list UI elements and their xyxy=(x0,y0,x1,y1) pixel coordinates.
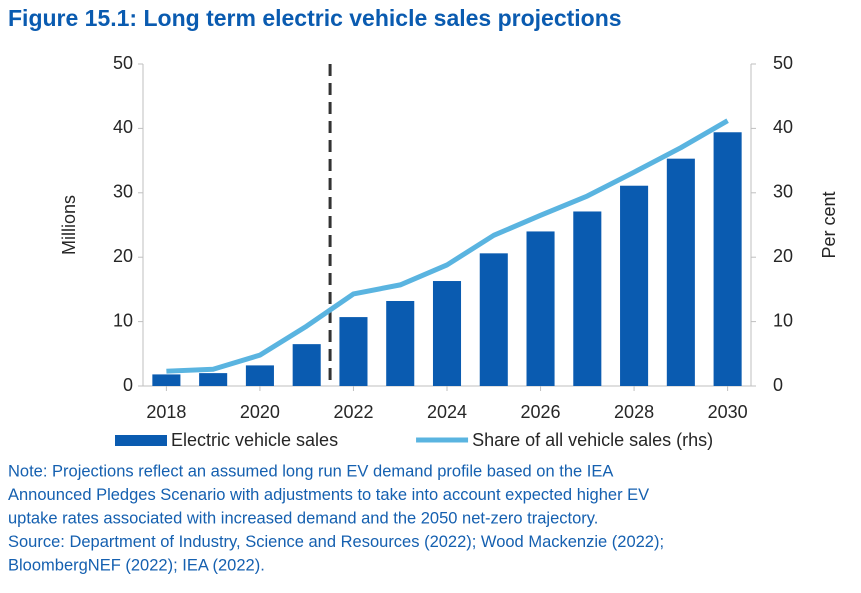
y2-tick-label: 50 xyxy=(773,53,793,73)
line xyxy=(166,118,729,374)
y-tick-label: 10 xyxy=(113,310,133,330)
y2-axis-label: Per cent xyxy=(819,191,839,258)
x-tick-label: 2028 xyxy=(614,402,654,422)
y2-tick-label: 40 xyxy=(773,117,793,137)
bar xyxy=(666,158,695,386)
x-tick-label: 2026 xyxy=(521,402,561,422)
y-tick-label: 0 xyxy=(123,375,133,395)
bar xyxy=(620,185,649,386)
note-line: BloombergNEF (2022); IEA (2022). xyxy=(8,556,265,574)
bar xyxy=(152,374,181,386)
bar xyxy=(245,365,274,386)
x-tick-label: 2030 xyxy=(708,402,748,422)
bar xyxy=(479,253,508,386)
y2-tick-label: 20 xyxy=(773,246,793,266)
bar xyxy=(292,344,321,386)
bar xyxy=(432,281,462,386)
y2-tick-label: 10 xyxy=(773,310,793,330)
bar xyxy=(526,231,555,386)
y2-tick-label: 0 xyxy=(773,375,783,395)
bar xyxy=(573,211,602,386)
note-line: Announced Pledges Scenario with adjustme… xyxy=(8,486,649,504)
bar xyxy=(339,317,368,386)
note-line: uptake rates associated with increased d… xyxy=(8,509,598,527)
note-line: Source: Department of Industry, Science … xyxy=(8,533,664,551)
x-tick-label: 2018 xyxy=(146,402,186,422)
chart-title: Figure 15.1: Long term electric vehicle … xyxy=(8,5,622,31)
y-tick-label: 50 xyxy=(113,53,133,73)
legend-label: Electric vehicle sales xyxy=(171,430,338,450)
x-tick-label: 2020 xyxy=(240,402,280,422)
y-tick-label: 30 xyxy=(113,182,133,202)
x-tick-label: 2022 xyxy=(333,402,373,422)
bar xyxy=(713,132,742,386)
bar xyxy=(386,300,415,386)
y-tick-label: 40 xyxy=(113,117,133,137)
y-axis-label: Millions xyxy=(59,195,79,255)
note-line: Note: Projections reflect an assumed lon… xyxy=(8,462,613,480)
y2-tick-label: 30 xyxy=(773,182,793,202)
legend-swatch xyxy=(115,435,167,446)
bar xyxy=(199,373,228,386)
y-tick-label: 20 xyxy=(113,246,133,266)
x-tick-label: 2024 xyxy=(427,402,467,422)
legend-label: Share of all vehicle sales (rhs) xyxy=(472,430,713,450)
